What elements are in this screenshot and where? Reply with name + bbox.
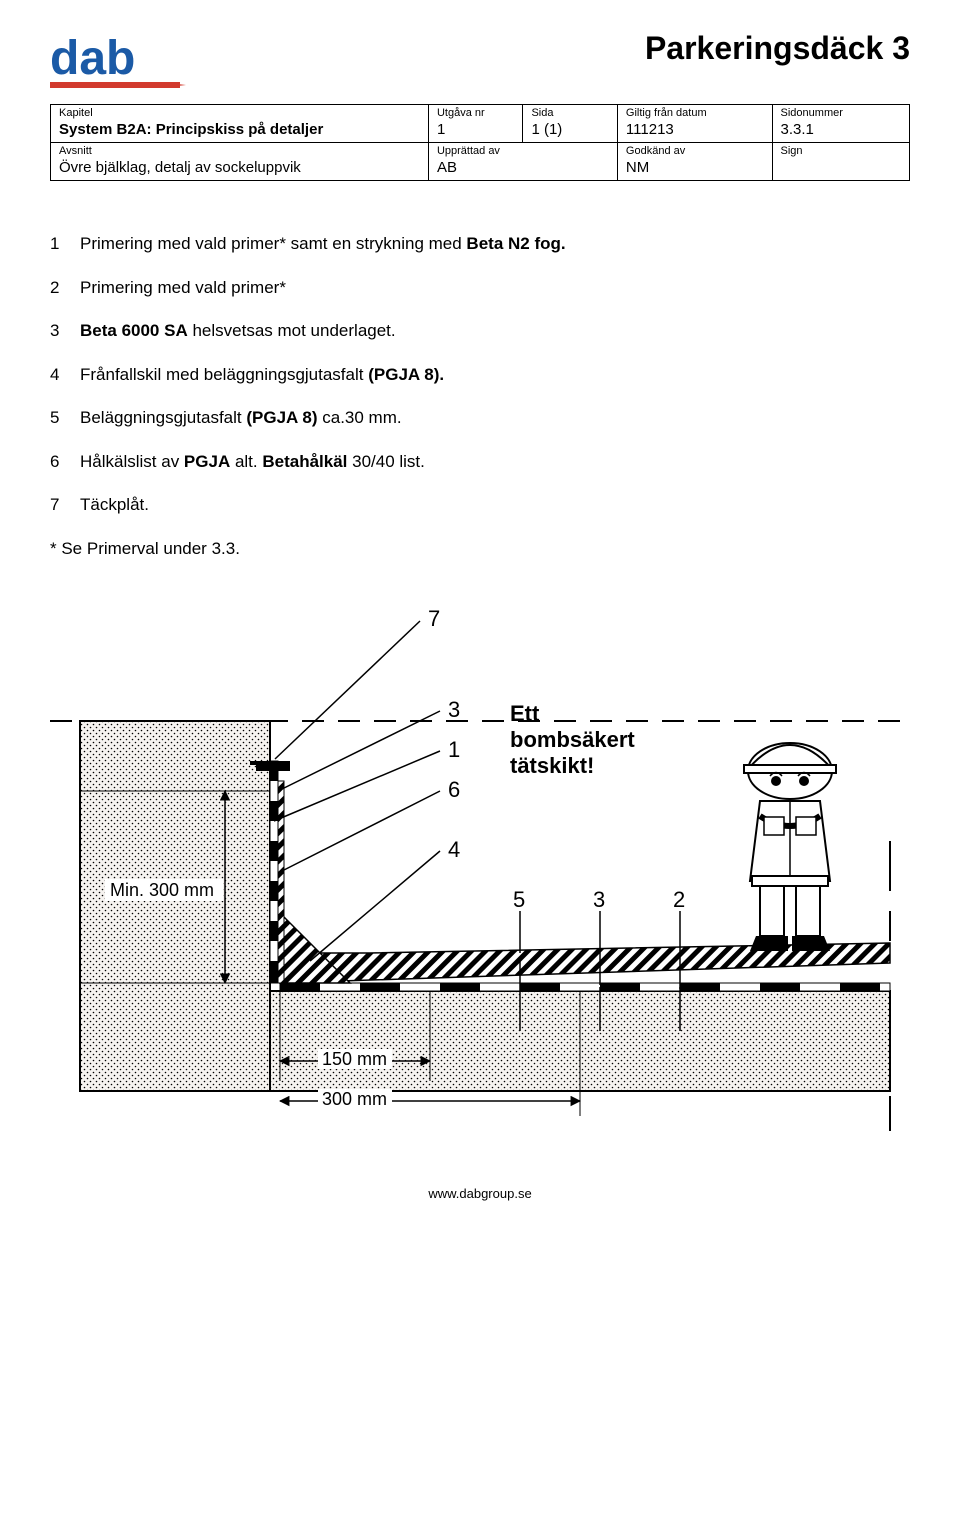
footer-url: www.dabgroup.se xyxy=(50,1186,910,1201)
meta-label: Kapitel xyxy=(59,107,420,119)
item-text: Hålkälslist av PGJA alt. Betahålkäl 30/4… xyxy=(80,449,425,475)
list-item: 3 Beta 6000 SA helsvetsas mot underlaget… xyxy=(50,318,910,344)
list-item: 7 Täckplåt. xyxy=(50,492,910,518)
bubble-line2: bombsäkert xyxy=(510,727,635,752)
item-num: 4 xyxy=(50,362,80,388)
item-num: 1 xyxy=(50,231,80,257)
callout-1: 1 xyxy=(448,737,460,762)
callout-2: 2 xyxy=(673,887,685,912)
item-text: Täckplåt. xyxy=(80,492,149,518)
list-item: 1 Primering med vald primer* samt en str… xyxy=(50,231,910,257)
meta-utgava: Utgåva nr 1 xyxy=(428,105,522,143)
meta-label: Sidonummer xyxy=(781,107,901,119)
meta-val: Övre bjälklag, detalj av sockeluppvik xyxy=(59,159,420,176)
item-text: Frånfallskil med beläggningsgjutasfalt (… xyxy=(80,362,444,388)
mascot-icon xyxy=(744,743,836,951)
callout-6: 6 xyxy=(448,777,460,802)
meta-sida: Sida 1 (1) xyxy=(523,105,617,143)
callout-7: 7 xyxy=(428,606,440,631)
meta-table: Kapitel System B2A: Principskiss på deta… xyxy=(50,104,910,181)
meta-kapitel: Kapitel System B2A: Principskiss på deta… xyxy=(51,105,429,143)
meta-label: Utgåva nr xyxy=(437,107,514,119)
meta-val: 111213 xyxy=(626,121,764,138)
item-num: 7 xyxy=(50,492,80,518)
meta-val: NM xyxy=(626,159,764,176)
callout-3b: 3 xyxy=(593,887,605,912)
meta-val: AB xyxy=(437,159,609,176)
logo: dab xyxy=(50,30,190,94)
dim-min300: Min. 300 mm xyxy=(110,880,214,900)
callout-4: 4 xyxy=(448,837,460,862)
bubble-line3: tätskikt! xyxy=(510,753,594,778)
item-num: 5 xyxy=(50,405,80,431)
meta-val: 1 (1) xyxy=(531,121,608,138)
meta-label: Avsnitt xyxy=(59,145,420,157)
item-num: 2 xyxy=(50,275,80,301)
item-text: Beläggningsgjutasfalt (PGJA 8) ca.30 mm. xyxy=(80,405,402,431)
list-item: 4 Frånfallskil med beläggningsgjutasfalt… xyxy=(50,362,910,388)
dim-300: 300 mm xyxy=(322,1089,387,1109)
list-item: 6 Hålkälslist av PGJA alt. Betahålkäl 30… xyxy=(50,449,910,475)
page-title: Parkeringsdäck 3 xyxy=(645,30,910,67)
meta-label: Upprättad av xyxy=(437,145,609,157)
item-text: Primering med vald primer* samt en stryk… xyxy=(80,231,566,257)
meta-uppr: Upprättad av AB xyxy=(428,143,617,181)
bubble-line1: Ett xyxy=(510,701,540,726)
item-text: Primering med vald primer* xyxy=(80,275,286,301)
dim-150: 150 mm xyxy=(322,1049,387,1069)
callout-3: 3 xyxy=(448,697,460,722)
item-text: Beta 6000 SA helsvetsas mot underlaget. xyxy=(80,318,396,344)
meta-label: Sida xyxy=(531,107,608,119)
meta-label: Giltig från datum xyxy=(626,107,764,119)
header: dab Parkeringsdäck 3 xyxy=(50,30,910,94)
list-item: 2 Primering med vald primer* xyxy=(50,275,910,301)
meta-giltig: Giltig från datum 111213 xyxy=(617,105,772,143)
meta-godk: Godkänd av NM xyxy=(617,143,772,181)
list-item: 5 Beläggningsgjutasfalt (PGJA 8) ca.30 m… xyxy=(50,405,910,431)
meta-label: Sign xyxy=(781,145,901,157)
meta-val: 3.3.1 xyxy=(781,121,901,138)
meta-sidon: Sidonummer 3.3.1 xyxy=(772,105,909,143)
meta-sign: Sign xyxy=(772,143,909,181)
meta-label: Godkänd av xyxy=(626,145,764,157)
footnote: * Se Primerval under 3.3. xyxy=(50,536,910,562)
technical-figure: 7 3 1 6 4 5 3 2 Min. 300 mm 150 mm 300 m… xyxy=(50,591,910,1156)
item-num: 6 xyxy=(50,449,80,475)
svg-text:dab: dab xyxy=(50,32,135,85)
meta-avsnitt: Avsnitt Övre bjälklag, detalj av sockelu… xyxy=(51,143,429,181)
callout-5: 5 xyxy=(513,887,525,912)
numbered-list: 1 Primering med vald primer* samt en str… xyxy=(50,231,910,561)
meta-val: System B2A: Principskiss på detaljer xyxy=(59,121,420,138)
meta-val: 1 xyxy=(437,121,514,138)
item-num: 3 xyxy=(50,318,80,344)
